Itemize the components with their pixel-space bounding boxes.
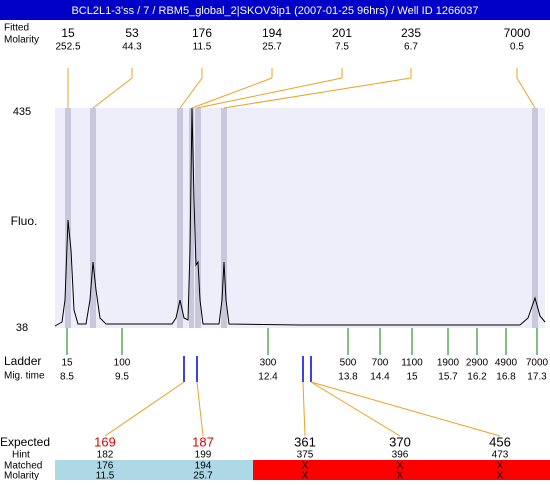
- ladder-time: 13.8: [338, 372, 358, 383]
- peak-band: [90, 108, 96, 328]
- row-label: Hint: [12, 450, 30, 461]
- peak-band: [532, 108, 538, 328]
- peak-size: 201: [332, 26, 352, 40]
- expected-size: 370: [389, 434, 411, 449]
- ladder-size: 2900: [466, 358, 489, 369]
- plot-area: [55, 108, 545, 328]
- ladder-time: 16.2: [467, 372, 487, 383]
- row-label: Expected: [0, 435, 50, 449]
- ladder-time: 12.4: [258, 372, 278, 383]
- peak-molarity: 0.5: [510, 42, 524, 53]
- ladder-size: 4900: [495, 358, 518, 369]
- peak-size: 176: [192, 26, 212, 40]
- peak-connector: [516, 77, 536, 109]
- peak-molarity: 25.7: [262, 42, 282, 53]
- molarity: X: [397, 471, 404, 480]
- title-bar: [0, 0, 550, 20]
- ladder-time: 8.5: [60, 372, 74, 383]
- peak-bands: [65, 108, 538, 328]
- unmatched-band: [253, 460, 550, 480]
- peak-molarity: 252.5: [55, 42, 80, 53]
- peak-connector: [179, 77, 203, 109]
- molarity: X: [497, 471, 504, 480]
- matched-band: [55, 460, 253, 480]
- expected-size: 187: [192, 434, 214, 449]
- ladder-time: 17.3: [527, 372, 547, 383]
- peak-size: 235: [401, 26, 421, 40]
- peak-molarity: 6.7: [404, 42, 418, 53]
- y-min: 38: [16, 322, 28, 334]
- row-label: Matched: [4, 461, 42, 472]
- matched: X: [497, 461, 504, 472]
- row-label: Molarity: [4, 35, 39, 46]
- expected-connector: [104, 381, 185, 437]
- expected-size: 361: [294, 434, 316, 449]
- peak-band: [221, 108, 227, 328]
- molarity: X: [302, 471, 309, 480]
- peak-size: 53: [125, 26, 139, 40]
- peak-size: 15: [61, 26, 75, 40]
- row-label: Ladder: [4, 354, 41, 368]
- row-label: Molarity: [4, 471, 39, 480]
- ladder-time: 16.8: [496, 372, 516, 383]
- peak-size: 7000: [504, 26, 531, 40]
- trace: [54, 107, 546, 327]
- peak-size: 194: [262, 26, 282, 40]
- matched: 194: [195, 461, 212, 472]
- expected-size: 169: [94, 434, 116, 449]
- ladder-time: 15.7: [438, 372, 458, 383]
- peak-connector: [196, 77, 343, 109]
- expected-size: 456: [489, 434, 511, 449]
- peak-connector: [191, 77, 273, 109]
- ladder-size: 15: [61, 358, 73, 369]
- title: BCL2L1-3'ss / 7 / RBM5_global_2|SKOV3ip1…: [71, 5, 478, 17]
- molarity: 25.7: [193, 471, 213, 480]
- peak-band: [195, 108, 201, 328]
- peak-band: [65, 108, 71, 328]
- ladder-size: 1100: [401, 358, 423, 369]
- y-axis-label: Fluo.: [11, 214, 38, 228]
- expected-connector: [310, 381, 501, 437]
- expected-connector: [196, 381, 204, 437]
- matched: X: [302, 461, 309, 472]
- peak-connector: [223, 77, 412, 109]
- ladder-size: 500: [340, 358, 357, 369]
- peak-connector: [92, 77, 133, 109]
- hint: 199: [195, 450, 212, 461]
- molarity: 11.5: [96, 471, 115, 480]
- row-label: Fitted: [4, 23, 29, 34]
- ladder-time: 14.4: [370, 372, 390, 383]
- ladder-size: 300: [260, 358, 277, 369]
- ladder-time: 15: [406, 372, 418, 383]
- peak-band: [177, 108, 183, 328]
- hint: 375: [297, 450, 314, 461]
- hint: 182: [97, 450, 114, 461]
- expected-connector: [310, 381, 401, 437]
- peak-molarity: 7.5: [335, 42, 349, 53]
- peak-band: [189, 108, 194, 328]
- hint: 473: [492, 450, 509, 461]
- peak-molarity: 11.5: [193, 42, 212, 53]
- ladder-size: 100: [114, 358, 131, 369]
- peak-molarity: 44.3: [122, 42, 142, 53]
- ladder-size: 7000: [526, 358, 549, 369]
- matched: X: [397, 461, 404, 472]
- ladder-size: 700: [372, 358, 389, 369]
- expected-connector: [302, 381, 306, 437]
- ladder-time: 9.5: [115, 372, 129, 383]
- y-max: 435: [13, 106, 31, 118]
- hint: 396: [392, 450, 409, 461]
- ladder-size: 1900: [437, 358, 460, 369]
- row-label: Mig. time: [4, 371, 45, 382]
- matched: 176: [97, 461, 114, 472]
